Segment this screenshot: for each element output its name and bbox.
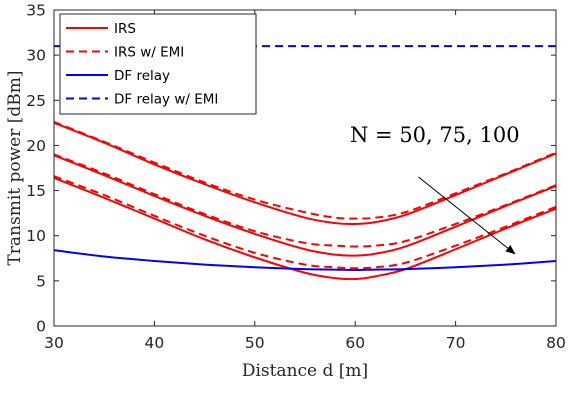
series-line-irs-w-emi-n50 [54, 121, 556, 220]
y-tick-label: 20 [26, 137, 46, 155]
y-axis-label: Transmit power [dBm] [5, 70, 25, 265]
series-line-irs-n75 [54, 154, 556, 257]
annotation: N = 50, 75, 100 [350, 123, 520, 255]
annotation-text: N = 50, 75, 100 [350, 123, 520, 147]
legend-label: DF relay [114, 68, 170, 84]
x-tick-label: 80 [546, 334, 566, 352]
y-tick-label: 35 [26, 2, 46, 20]
plot-frame [53, 9, 557, 327]
y-tick-label: 0 [36, 318, 46, 336]
legend: IRS IRS w/ EMI DF relay DF relay w/ EMI [59, 13, 257, 115]
series-line-irs-n100 [54, 177, 556, 281]
annotation-arrow [418, 176, 516, 255]
series-line-irs-n50 [54, 121, 556, 226]
y-tick-label: 5 [36, 272, 46, 290]
legend-label: DF relay w/ EMI [114, 92, 218, 108]
series-line-irs-w-emi-n100 [54, 175, 556, 270]
x-tick-label: 40 [145, 334, 165, 352]
series-layer [54, 45, 556, 281]
y-tick-label: 30 [26, 47, 46, 65]
legend-box [59, 13, 257, 115]
x-tick-label: 50 [245, 334, 265, 352]
legend-label: IRS [114, 21, 136, 37]
x-tick-label: 60 [345, 334, 365, 352]
x-tick-label: 30 [44, 334, 64, 352]
legend-label: IRS w/ EMI [114, 45, 184, 61]
y-tick-label: 25 [26, 92, 46, 110]
x-tick-label: 70 [446, 334, 466, 352]
y-tick-label: 15 [26, 182, 46, 200]
x-axis-label: Distance d [m] [242, 361, 368, 381]
series-line-irs-w-emi-n75 [54, 153, 556, 248]
y-tick-label: 10 [26, 227, 46, 245]
series-line-df-relay [54, 249, 556, 272]
ticks-layer: 30 40 50 60 70 80 0 5 10 15 20 25 30 35 [26, 2, 566, 353]
